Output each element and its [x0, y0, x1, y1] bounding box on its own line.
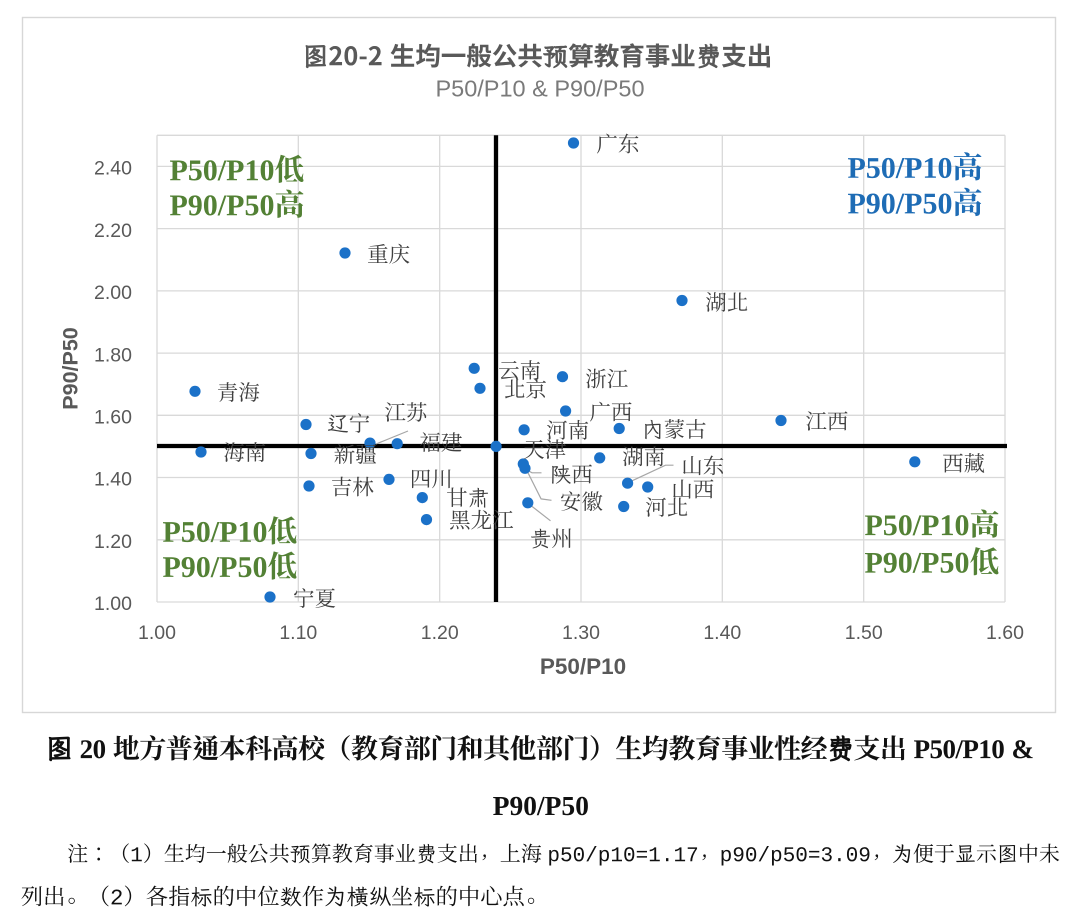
svg-text:1.40: 1.40 — [703, 622, 741, 644]
svg-text:1.80: 1.80 — [94, 344, 132, 366]
svg-text:1.20: 1.20 — [421, 622, 459, 644]
svg-text:P90/P50: P90/P50 — [58, 327, 82, 410]
svg-text:1.60: 1.60 — [94, 407, 132, 429]
svg-text:1.40: 1.40 — [94, 469, 132, 491]
svg-text:2.00: 2.00 — [94, 282, 132, 304]
svg-text:1.00: 1.00 — [94, 593, 132, 615]
svg-text:1.50: 1.50 — [845, 622, 883, 644]
svg-text:1.10: 1.10 — [279, 622, 317, 644]
svg-text:1.00: 1.00 — [138, 622, 176, 644]
svg-text:2.40: 2.40 — [94, 158, 132, 180]
svg-text:P50/P10 & P90/P50: P50/P10 & P90/P50 — [435, 75, 644, 101]
svg-text:P50/P10: P50/P10 — [540, 654, 626, 679]
svg-text:1.20: 1.20 — [94, 531, 132, 553]
svg-text:1.60: 1.60 — [986, 622, 1024, 644]
svg-text:2.20: 2.20 — [94, 220, 132, 242]
svg-text:1.30: 1.30 — [562, 622, 600, 644]
